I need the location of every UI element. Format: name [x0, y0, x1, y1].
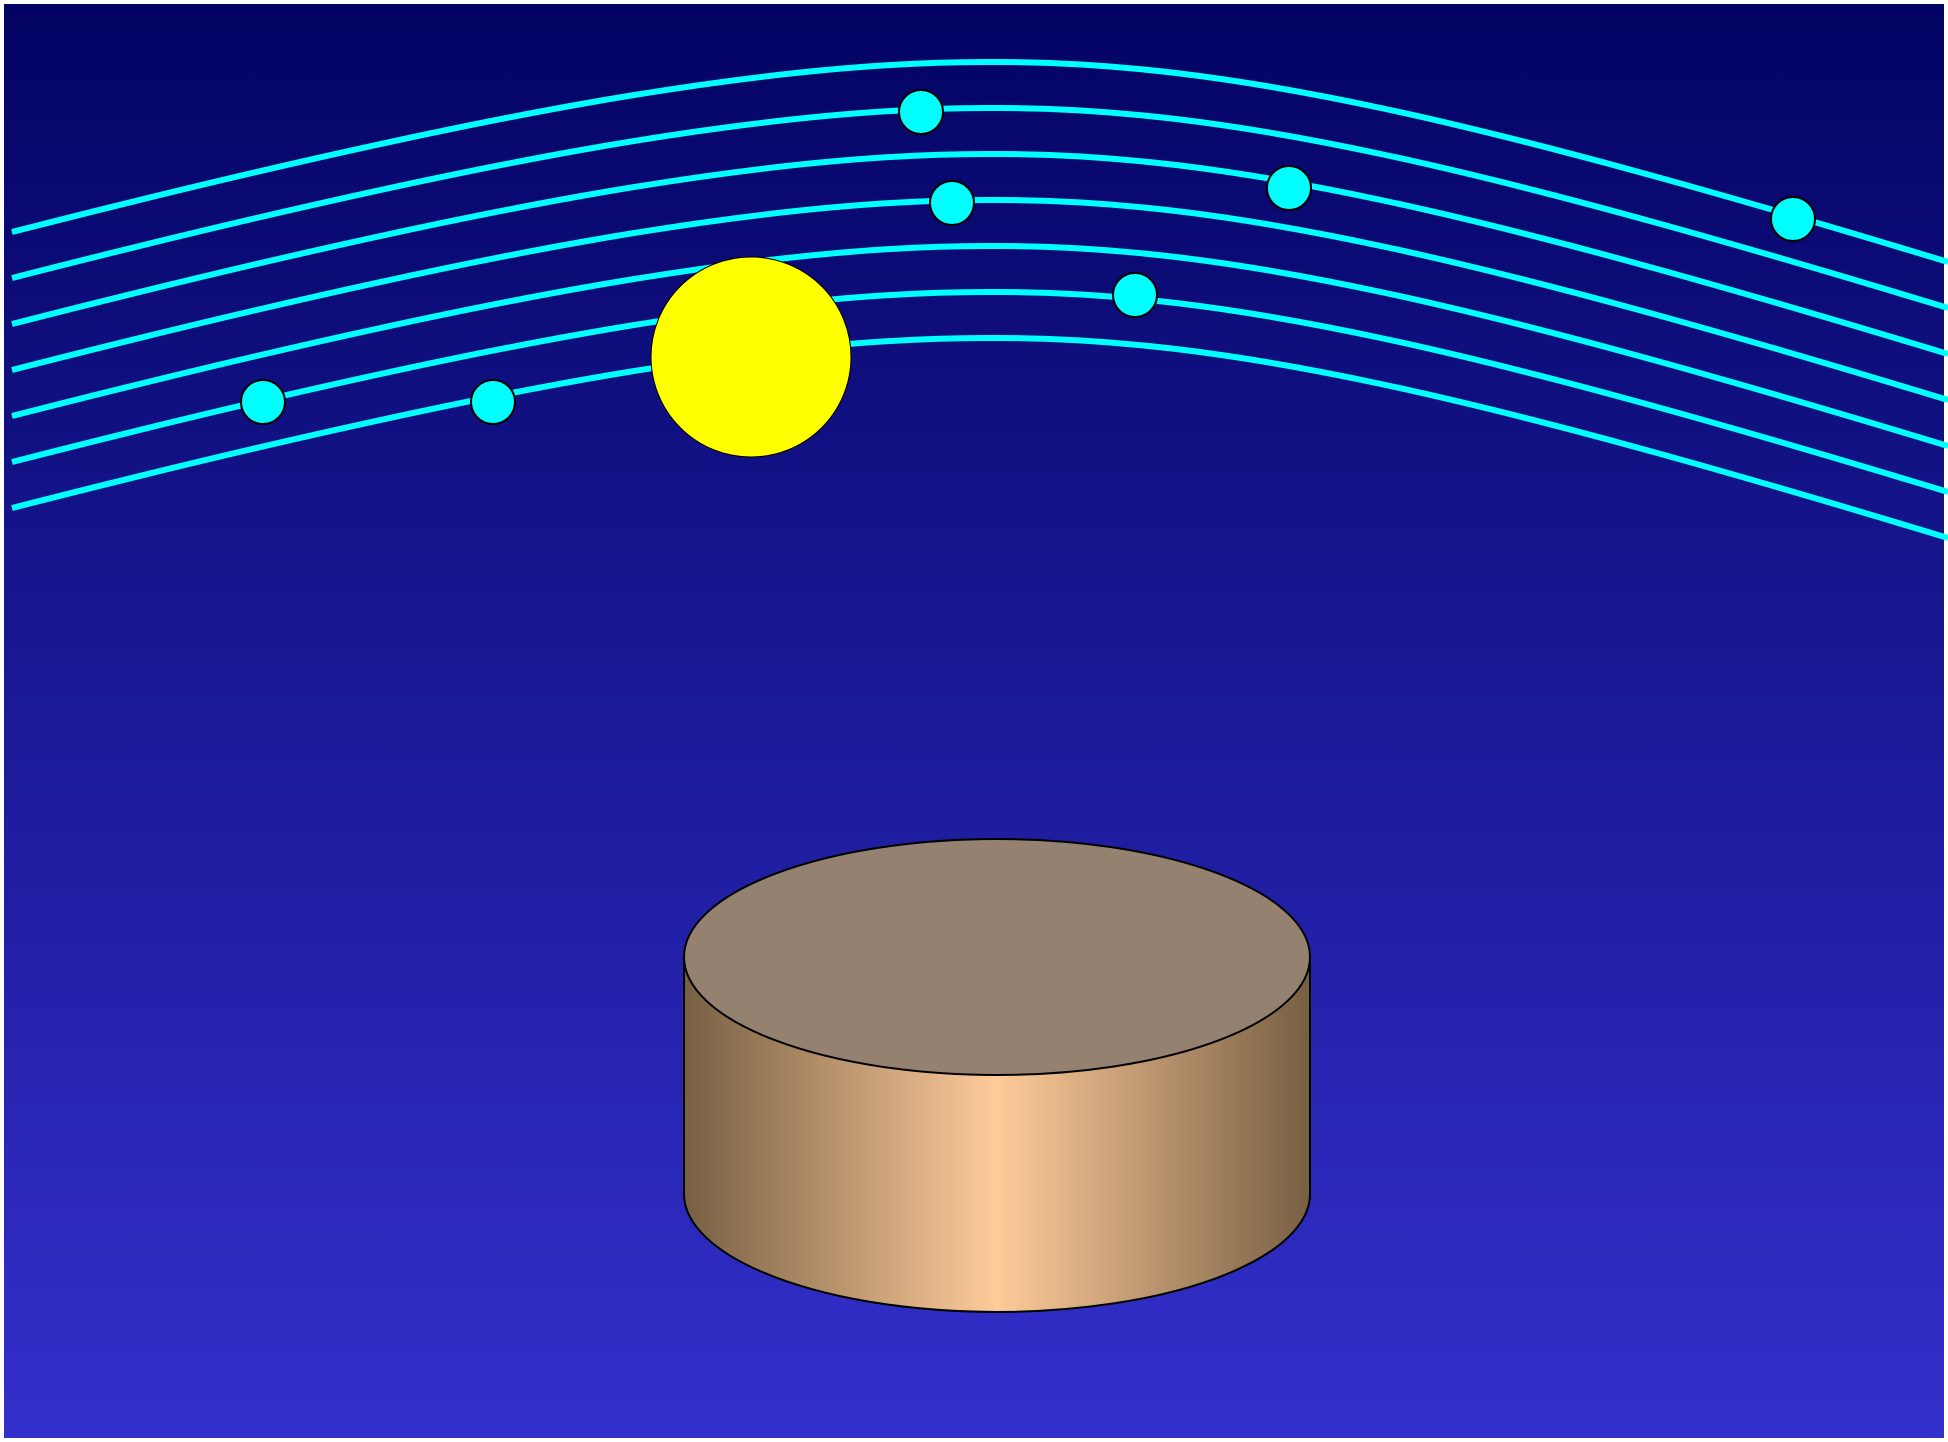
field-line [11, 334, 1948, 541]
field-line [11, 150, 1948, 357]
sun [650, 256, 852, 458]
particle [1266, 165, 1312, 211]
field-line [11, 288, 1948, 495]
field-line [11, 242, 1948, 449]
cylinder-top [683, 838, 1311, 1076]
cylinder [683, 838, 1311, 1313]
particle [240, 379, 286, 425]
field-line [11, 58, 1948, 265]
particle [929, 180, 975, 226]
field-line [11, 196, 1948, 403]
particle [1112, 272, 1158, 318]
field-line [11, 104, 1948, 311]
field-lines-group [11, 58, 1948, 541]
particles-group [240, 89, 1816, 425]
particle [898, 89, 944, 135]
particle [1770, 196, 1816, 242]
particle [470, 379, 516, 425]
